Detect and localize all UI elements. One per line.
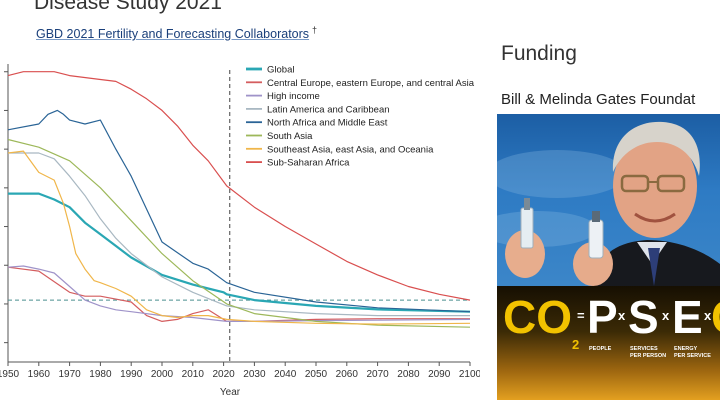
services-label: SERVICES PER PERSON [630,346,667,359]
energy-label: ENERGY PER SERVICE [674,346,711,359]
x-axis-label: Year [220,387,241,398]
x-tick-label: 2050 [305,369,328,380]
legend-label: Latin America and Caribbean [267,104,390,115]
chart-svg: 1950 1960 1970 1980 1990 2000 2010 2020 2030 2040… [0,64,482,398]
x-tick-label: 2060 [336,369,359,380]
legend-label: Central Europe, eastern Europe, and cent… [267,78,475,89]
chart-legend: Global Central Europe, eastern Europe, an… [246,65,475,169]
co2-term: CO2 [503,291,580,352]
author-line: GBD 2021 Fertility and Forecasting Colla… [36,25,317,41]
y-ticks [4,71,8,344]
series-line [8,192,471,313]
legend-label: Southeast Asia, east Asia, and Oceania [267,144,434,155]
equals-sign: = [577,308,585,323]
legend-label: High income [267,91,320,102]
x-tick-label: 1980 [89,369,112,380]
series-line [7,150,471,325]
x-tick-label: 1950 [0,369,20,380]
x-tick-label: 2100 [459,369,480,380]
series-line [7,265,471,322]
x-tick-label: 1970 [58,369,81,380]
times-sign-1: x [618,308,626,323]
x-tick-label: 2030 [243,369,266,380]
services-term: S [628,291,659,343]
x-tick-label: 2010 [182,369,205,380]
people-term: P [587,291,618,343]
x-tick-label: 2070 [366,369,389,380]
x-tick-label: 1960 [28,369,51,380]
legend-label: Sub-Saharan Africa [267,158,350,169]
legend-label: Global [267,65,294,76]
page-heading: Disease Study 2021 [34,0,222,14]
author-footnote-mark: † [312,25,318,35]
series-line [7,138,471,328]
legend-label: South Asia [267,131,313,142]
x-tick-label: 2090 [428,369,451,380]
times-sign-2: x [662,308,670,323]
fertility-chart: 1950 1960 1970 1980 1990 2000 2010 2020 2030 2040… [0,50,482,400]
x-tick-label: 2040 [274,369,297,380]
series-line [7,109,471,313]
authors-link[interactable]: GBD 2021 Fertility and Forecasting Colla… [36,27,310,42]
funding-subheading: Bill & Melinda Gates Foundat [501,91,696,108]
series-lines [7,71,471,328]
x-ticks: 1950 1960 1970 1980 1990 2000 2010 2020 2030 2040… [0,362,482,380]
portrait-photo [497,114,720,286]
series-line [7,266,470,322]
portrait-illustration [497,121,720,286]
x-tick-label: 2020 [212,369,235,380]
x-tick-label: 1990 [120,369,143,380]
x-tick-label: 2000 [151,369,174,380]
people-label: PEOPLE [589,346,612,352]
carbon-term: C [711,294,720,340]
energy-term: E [672,291,703,343]
x-tick-label: 2080 [397,369,420,380]
series-line [7,71,471,301]
funding-heading: Funding [501,42,577,65]
series-line [8,152,470,317]
legend-label: North Africa and Middle East [267,118,388,129]
times-sign-3: x [704,308,712,323]
